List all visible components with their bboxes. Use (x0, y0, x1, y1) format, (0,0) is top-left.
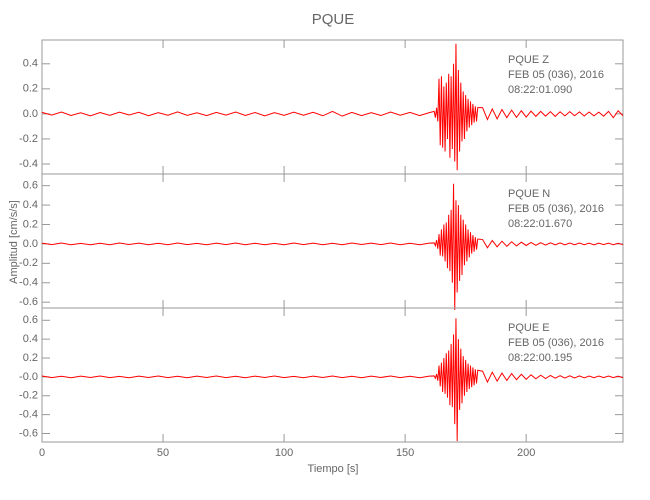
annotation: 08:22:01.670 (508, 218, 572, 230)
x-axis-label: Tiempo [s] (308, 463, 359, 475)
y-tick-label: 0.4 (23, 199, 38, 211)
annotation: 08:22:01.090 (508, 84, 572, 96)
y-tick-label: -0.4 (19, 409, 38, 421)
y-tick-label: -0.4 (19, 277, 38, 289)
y-axis-label: Amplitud [cm/s/s] (8, 200, 20, 284)
x-tick-label: 50 (157, 447, 169, 459)
y-tick-label: 0.2 (23, 83, 38, 95)
y-tick-label: 0.2 (23, 218, 38, 230)
y-tick-label: -0.6 (19, 296, 38, 308)
x-tick-label: 0 (39, 447, 45, 459)
annotation: PQUE N (508, 188, 550, 200)
annotation: PQUE E (508, 322, 550, 334)
waveform (41, 43, 624, 171)
x-tick-label: 100 (275, 447, 293, 459)
annotation: PQUE Z (508, 54, 549, 66)
y-tick-label: -0.2 (19, 257, 38, 269)
y-tick-label: -0.2 (19, 390, 38, 402)
y-tick-label: 0.4 (23, 333, 38, 345)
y-tick-label: -0.2 (19, 133, 38, 145)
y-tick-label: 0.6 (23, 314, 38, 326)
y-tick-label: 0.2 (23, 352, 38, 364)
annotation: 08:22:00.195 (508, 352, 572, 364)
x-tick-label: 150 (396, 447, 414, 459)
annotation: FEB 05 (036), 2016 (508, 337, 604, 349)
x-tick-label: 200 (517, 447, 535, 459)
waveform (41, 183, 624, 310)
y-tick-label: -0.6 (19, 427, 38, 439)
y-tick-label: 0.0 (23, 108, 38, 120)
annotation: FEB 05 (036), 2016 (508, 69, 604, 81)
y-tick-label: 0.0 (23, 238, 38, 250)
waveform (41, 318, 624, 442)
chart-title: PQUE (312, 11, 355, 28)
y-tick-label: 0.4 (23, 58, 38, 70)
y-tick-label: -0.0 (19, 371, 38, 383)
panel-frame (41, 307, 624, 443)
y-tick-label: -0.4 (19, 158, 38, 170)
y-tick-label: 0.6 (23, 180, 38, 192)
annotation: FEB 05 (036), 2016 (508, 203, 604, 215)
